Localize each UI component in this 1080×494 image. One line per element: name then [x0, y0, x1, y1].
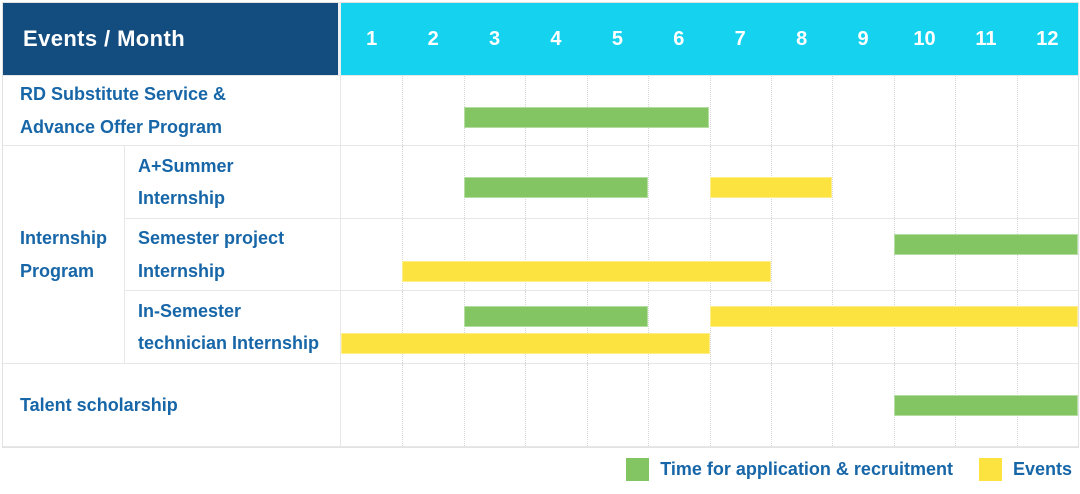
gantt-bar-application: [893, 395, 1078, 416]
month-gridline: [709, 291, 711, 363]
row-label-text: In-Semester technician Internship: [138, 300, 320, 353]
application-swatch-icon: [626, 458, 650, 481]
month-gridline: [955, 291, 957, 363]
month-gridline: [463, 291, 465, 363]
month-gridline: [463, 219, 465, 290]
row-timeline: [341, 364, 1078, 447]
gantt-bar-application: [463, 107, 710, 128]
row-label: Talent scholarship: [3, 364, 341, 447]
month-gridline: [525, 219, 527, 290]
month-gridline: [770, 291, 772, 363]
row-timeline: [341, 219, 1078, 291]
events-swatch-icon: [978, 458, 1002, 481]
month-gridline: [402, 291, 404, 363]
month-gridline: [709, 76, 711, 145]
schedule-grid: Events / Month 1 2 3 4 5 6 7 8 9 10 11 12 RD Substi…: [2, 2, 1079, 448]
month-gridline: [586, 291, 588, 363]
month-gridline: [525, 291, 527, 363]
month-header: 1 2 3 4 5 6 7 8 9 10 11 12: [341, 3, 1078, 76]
month-gridline: [1016, 146, 1018, 218]
row-label: A+Summer Internship: [125, 146, 341, 219]
gantt-bar-event: [709, 306, 1078, 327]
gantt-bar-application: [463, 306, 649, 327]
row-timeline: [341, 76, 1078, 146]
month-header-cell: 9: [857, 27, 869, 50]
table-title: Events / Month: [23, 26, 186, 51]
month-gridline: [463, 364, 465, 446]
month-header-cell: 3: [488, 27, 501, 50]
month-header-cell: 4: [550, 27, 562, 50]
row-label-text: RD Substitute Service & Advance Offer Pr…: [20, 84, 227, 137]
month-header-cell: 5: [611, 27, 623, 50]
row-label: In-Semester technician Internship: [125, 291, 341, 364]
month-header-cell: 6: [673, 27, 685, 50]
month-gridline: [893, 76, 895, 145]
month-gridline: [1016, 76, 1018, 145]
month-gridline: [402, 146, 404, 218]
month-header-cell: 8: [796, 27, 808, 50]
gantt-bar-event: [341, 333, 710, 354]
month-gridline: [648, 146, 650, 218]
month-gridline: [832, 146, 834, 218]
legend-item-application: Time for application & recruitment: [626, 458, 953, 481]
month-gridline: [893, 146, 895, 218]
month-header-cell: 7: [734, 27, 746, 50]
month-gridline: [648, 364, 650, 446]
month-gridline: [586, 364, 588, 446]
month-gridline: [648, 291, 650, 363]
month-gridline: [770, 364, 772, 446]
month-gridline: [709, 219, 711, 290]
month-gridline: [832, 219, 834, 290]
month-gridline: [525, 364, 527, 446]
month-gridline: [709, 364, 711, 446]
gantt-bar-application: [893, 234, 1078, 255]
legend-label-events: Events: [1012, 459, 1072, 479]
month-header-cell: 12: [1036, 27, 1059, 50]
month-gridline: [586, 219, 588, 290]
month-gridline: [955, 146, 957, 218]
month-gridline: [955, 76, 957, 145]
table-corner-header: Events / Month: [3, 3, 341, 76]
month-header-cell: 11: [975, 27, 997, 50]
row-label-text: Talent scholarship: [20, 394, 178, 415]
gantt-bar-event: [402, 261, 771, 282]
legend-label-application: Time for application & recruitment: [660, 459, 953, 479]
month-gridline: [893, 291, 895, 363]
month-gridline: [402, 219, 404, 290]
row-timeline: [341, 146, 1078, 219]
month-gridline: [402, 364, 404, 446]
month-gridline: [770, 76, 772, 145]
month-gridline: [832, 76, 834, 145]
month-gridline: [770, 219, 772, 290]
gantt-bar-event: [709, 177, 833, 198]
month-header-cell: 1: [366, 27, 378, 50]
legend-item-events: Events: [978, 458, 1072, 481]
month-gridline: [402, 76, 404, 145]
row-label-text: A+Summer Internship: [138, 155, 234, 208]
row-group-label: Internship Program: [3, 146, 125, 364]
group-label-text: Internship Program: [20, 228, 108, 281]
row-timeline: [341, 291, 1078, 364]
month-gridline: [832, 364, 834, 446]
legend: Time for application & recruitment Event…: [626, 458, 1072, 481]
gantt-bar-application: [463, 177, 649, 198]
month-gridline: [832, 291, 834, 363]
row-label: Semester project Internship: [125, 219, 341, 291]
month-header-cell: 10: [913, 27, 936, 50]
month-gridline: [1016, 291, 1018, 363]
month-gridline: [648, 219, 650, 290]
row-label: RD Substitute Service & Advance Offer Pr…: [3, 76, 341, 146]
month-header-cell: 2: [427, 27, 439, 50]
row-label-text: Semester project Internship: [138, 228, 285, 281]
